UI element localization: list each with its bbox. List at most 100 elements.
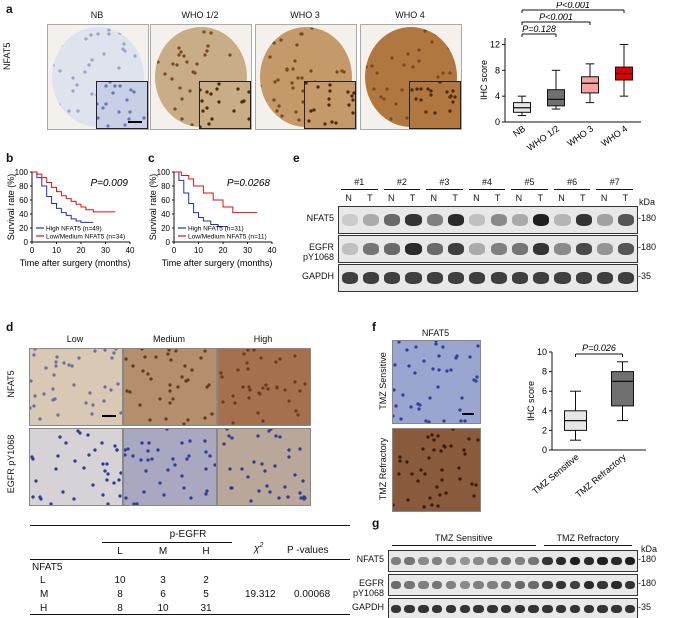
scale-bar bbox=[102, 415, 116, 417]
tissue-inset-zoom bbox=[304, 81, 356, 129]
sample-label: #3 bbox=[423, 177, 466, 187]
blot-band bbox=[418, 581, 428, 590]
box bbox=[612, 372, 634, 406]
blot-band bbox=[556, 557, 566, 566]
blot-band bbox=[597, 272, 613, 283]
y-axis-label: Survival rate (%) bbox=[6, 174, 16, 241]
scale-bar bbox=[462, 413, 474, 415]
blot-band bbox=[533, 214, 549, 225]
kda-marker: -35 bbox=[638, 271, 651, 281]
blot-band bbox=[491, 243, 507, 254]
blot-band bbox=[584, 581, 594, 590]
blot-band bbox=[432, 557, 442, 566]
legend-label: Low/Medium NFAT5 (n=34) bbox=[46, 234, 125, 241]
ihc-row-label: TMZ Sensitive bbox=[378, 340, 388, 422]
tissue-inset-zoom bbox=[409, 81, 461, 129]
x-tick-label: 10 bbox=[194, 246, 203, 255]
blot-band bbox=[611, 605, 621, 614]
lane-label: T bbox=[402, 193, 423, 203]
kda-marker: -180 bbox=[638, 578, 656, 588]
tissue-column-label: NB bbox=[47, 10, 147, 20]
sample-label: #7 bbox=[593, 177, 636, 187]
legend-label: High NFAT5 (n=49) bbox=[46, 226, 102, 233]
blot-band bbox=[460, 557, 470, 566]
sample-underline bbox=[511, 189, 548, 190]
group-label: TMZ Sensitive bbox=[388, 533, 540, 543]
blot-band bbox=[584, 605, 594, 614]
blot-band bbox=[584, 557, 594, 566]
x-tick-label: WHO 4 bbox=[599, 123, 629, 148]
blot-band bbox=[618, 214, 634, 225]
table-cell: 8 bbox=[110, 603, 130, 614]
blot-band bbox=[418, 605, 428, 614]
blot-band bbox=[542, 557, 552, 566]
blot-band bbox=[342, 214, 358, 225]
table-cell: 6 bbox=[153, 589, 173, 600]
blot-row-label: NFAT5 bbox=[278, 213, 334, 223]
blot-band bbox=[556, 605, 566, 614]
ihc-image bbox=[217, 348, 311, 426]
tissue-column-label: WHO 3 bbox=[255, 10, 355, 20]
p-value-annotation: P=0.026 bbox=[582, 343, 616, 353]
table-p-value: 0.00068 bbox=[294, 589, 330, 600]
tissue-column-label: WHO 4 bbox=[360, 10, 460, 20]
ihc-image bbox=[392, 340, 481, 424]
sample-label: #5 bbox=[508, 177, 551, 187]
y-axis-label: IHC score bbox=[479, 60, 489, 100]
y-tick-label: 0 bbox=[542, 445, 547, 455]
blot-band bbox=[515, 557, 525, 566]
p-value-annotation: P=0.128 bbox=[522, 24, 556, 34]
blot-strip bbox=[338, 206, 638, 234]
blot-band bbox=[405, 214, 421, 225]
y-tick-label: 100 bbox=[157, 168, 171, 177]
blot-band bbox=[405, 272, 421, 283]
tissue-core-image bbox=[360, 24, 462, 130]
table-cell: 10 bbox=[153, 603, 173, 614]
blot-band bbox=[391, 605, 401, 614]
blot-band bbox=[432, 581, 442, 590]
blot-band bbox=[556, 581, 566, 590]
blot-band bbox=[384, 214, 400, 225]
blot-row-label: NFAT5 bbox=[328, 554, 384, 564]
x-axis-label: Time after surgery (months) bbox=[20, 258, 131, 268]
blot-band bbox=[512, 243, 528, 254]
y-tick-label: 80 bbox=[19, 182, 28, 191]
blot-band bbox=[384, 243, 400, 254]
blot-band bbox=[469, 214, 485, 225]
legend-label: Low/Medium NFAT5 (n=11) bbox=[188, 234, 267, 241]
blot-band bbox=[570, 557, 580, 566]
kda-marker: -180 bbox=[638, 213, 656, 223]
table-row-label: M bbox=[40, 589, 48, 600]
table-header-group: p-EGFR bbox=[138, 529, 238, 540]
x-tick-label: 0 bbox=[30, 246, 35, 255]
blot-band bbox=[404, 581, 414, 590]
lane-label: N bbox=[381, 193, 402, 203]
blot-band bbox=[501, 557, 511, 566]
lane-label: T bbox=[572, 193, 593, 203]
blot-band bbox=[427, 243, 443, 254]
blot-band bbox=[597, 605, 607, 614]
blot-band bbox=[528, 605, 538, 614]
y-tick-label: 40 bbox=[19, 210, 28, 219]
blot-band bbox=[473, 557, 483, 566]
tissue-column-label: WHO 1/2 bbox=[150, 10, 250, 20]
x-tick-label: 20 bbox=[219, 246, 228, 255]
blot-band bbox=[570, 581, 580, 590]
y-tick-label: 8 bbox=[495, 65, 500, 75]
ihc-image bbox=[29, 348, 123, 426]
y-tick-label: 4 bbox=[542, 406, 547, 416]
sample-underline bbox=[469, 189, 506, 190]
kda-label: kDa bbox=[639, 197, 655, 207]
blot-band bbox=[597, 214, 613, 225]
table-chi-value: 19.312 bbox=[245, 589, 276, 600]
blot-band bbox=[542, 605, 552, 614]
y-tick-label: 60 bbox=[19, 196, 28, 205]
table-col-header-m: M bbox=[153, 546, 173, 557]
y-tick-label: 0 bbox=[166, 238, 171, 247]
blot-band bbox=[576, 214, 592, 225]
sample-underline bbox=[384, 189, 421, 190]
blot-band bbox=[473, 581, 483, 590]
table-cell: 10 bbox=[110, 575, 130, 586]
x-tick-label: NB bbox=[511, 123, 527, 138]
lane-label: T bbox=[359, 193, 380, 203]
